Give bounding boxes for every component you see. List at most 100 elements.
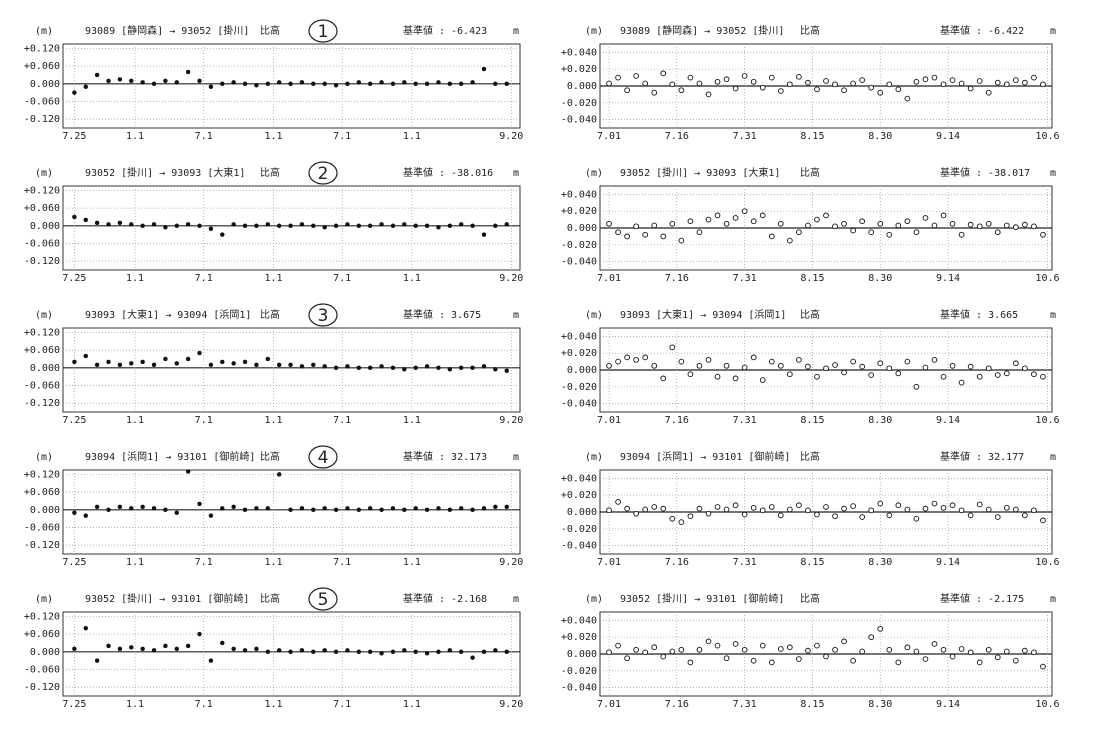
data-point	[841, 87, 847, 94]
y-tick-label: -0.040	[561, 399, 597, 410]
data-point	[367, 649, 373, 655]
data-point	[868, 229, 875, 236]
data-point	[687, 218, 694, 225]
data-point	[877, 625, 884, 632]
data-point	[741, 208, 748, 215]
y-tick-label: +0.020	[561, 348, 597, 359]
data-point	[949, 77, 956, 83]
data-point	[402, 507, 407, 513]
data-point	[163, 225, 168, 230]
data-point	[886, 231, 893, 238]
chart-title: 93052 [掛川] → 93101 [御前崎]	[85, 592, 249, 605]
data-point	[129, 506, 134, 511]
data-point	[299, 80, 305, 85]
data-point	[994, 372, 1001, 378]
unit-label: m	[513, 26, 519, 37]
x-tick-label: 8.15	[800, 415, 824, 426]
data-point	[633, 646, 640, 653]
data-point	[1012, 77, 1019, 83]
data-point	[493, 81, 498, 87]
data-point	[750, 657, 757, 664]
data-point	[1012, 224, 1019, 231]
data-point	[868, 84, 875, 91]
data-point	[493, 504, 498, 510]
x-tick-label: 7.1	[195, 699, 213, 710]
data-point	[723, 76, 730, 83]
x-tick-label: 7.01	[597, 131, 621, 142]
data-point	[741, 364, 748, 371]
x-tick-label: 10.6	[1035, 415, 1059, 426]
data-point	[220, 359, 225, 365]
data-point	[424, 81, 430, 87]
x-tick-label: 8.30	[868, 415, 892, 426]
y-tick-label: -0.040	[561, 257, 597, 268]
data-point	[311, 362, 316, 368]
data-point	[1031, 649, 1037, 656]
data-point	[288, 223, 293, 229]
y-tick-label: 0.000	[567, 81, 597, 92]
data-point	[402, 367, 407, 372]
data-point	[299, 364, 305, 369]
circle-label: 2	[318, 164, 329, 184]
data-point	[651, 222, 658, 229]
data-point	[197, 631, 202, 637]
x-tick-label: 7.01	[597, 699, 621, 710]
data-point	[768, 233, 775, 240]
data-point	[723, 506, 730, 513]
data-point	[705, 638, 712, 645]
data-point	[823, 78, 829, 84]
data-point	[786, 506, 793, 513]
data-point	[299, 506, 305, 511]
data-point	[83, 625, 89, 631]
y-tick-label: -0.040	[561, 115, 597, 126]
data-point	[470, 365, 475, 371]
data-point	[976, 78, 983, 84]
data-point	[660, 375, 667, 382]
y-tick-label: -0.120	[24, 682, 60, 693]
data-point	[163, 78, 168, 84]
data-point	[1003, 648, 1010, 655]
data-point	[458, 649, 464, 655]
data-point	[322, 364, 327, 369]
data-point	[333, 507, 339, 513]
data-point	[814, 86, 820, 93]
data-point	[481, 66, 487, 72]
quantity-label: 比高	[800, 592, 820, 605]
y-tick-label: -0.120	[24, 256, 60, 267]
data-point	[922, 656, 929, 662]
data-point	[151, 362, 157, 368]
data-point	[1022, 647, 1028, 654]
data-point	[106, 359, 111, 365]
data-point	[72, 90, 77, 95]
data-point	[322, 225, 327, 230]
data-point	[174, 361, 180, 366]
data-point	[922, 364, 929, 371]
data-point	[288, 81, 293, 87]
circle-label: 5	[318, 590, 329, 610]
reference-value: 基準値 : -6.423	[403, 24, 487, 37]
data-point	[868, 372, 875, 378]
data-point	[185, 69, 191, 75]
data-point	[633, 357, 640, 363]
data-point	[868, 507, 875, 514]
y-tick-label: 0.000	[567, 507, 597, 518]
data-point	[470, 80, 475, 85]
x-tick-label: 9.14	[936, 699, 960, 710]
data-point	[83, 84, 89, 89]
chart-title: 93093 [大東1] → 93094 [浜岡1]	[85, 308, 251, 321]
plot-frame	[62, 43, 521, 129]
data-point	[174, 223, 180, 229]
data-point	[732, 215, 739, 221]
data-point	[129, 78, 134, 84]
x-tick-label: 9.20	[499, 131, 523, 142]
data-point	[94, 362, 100, 368]
data-point	[985, 365, 992, 372]
data-point	[231, 222, 236, 227]
y-tick-label: -0.060	[24, 664, 60, 675]
reference-value: 基準値 : 3.675	[403, 308, 481, 321]
quantity-label: 比高	[800, 308, 820, 321]
data-point	[624, 233, 630, 240]
data-point	[265, 356, 271, 362]
circle-mark	[308, 445, 338, 469]
data-point	[129, 222, 134, 227]
